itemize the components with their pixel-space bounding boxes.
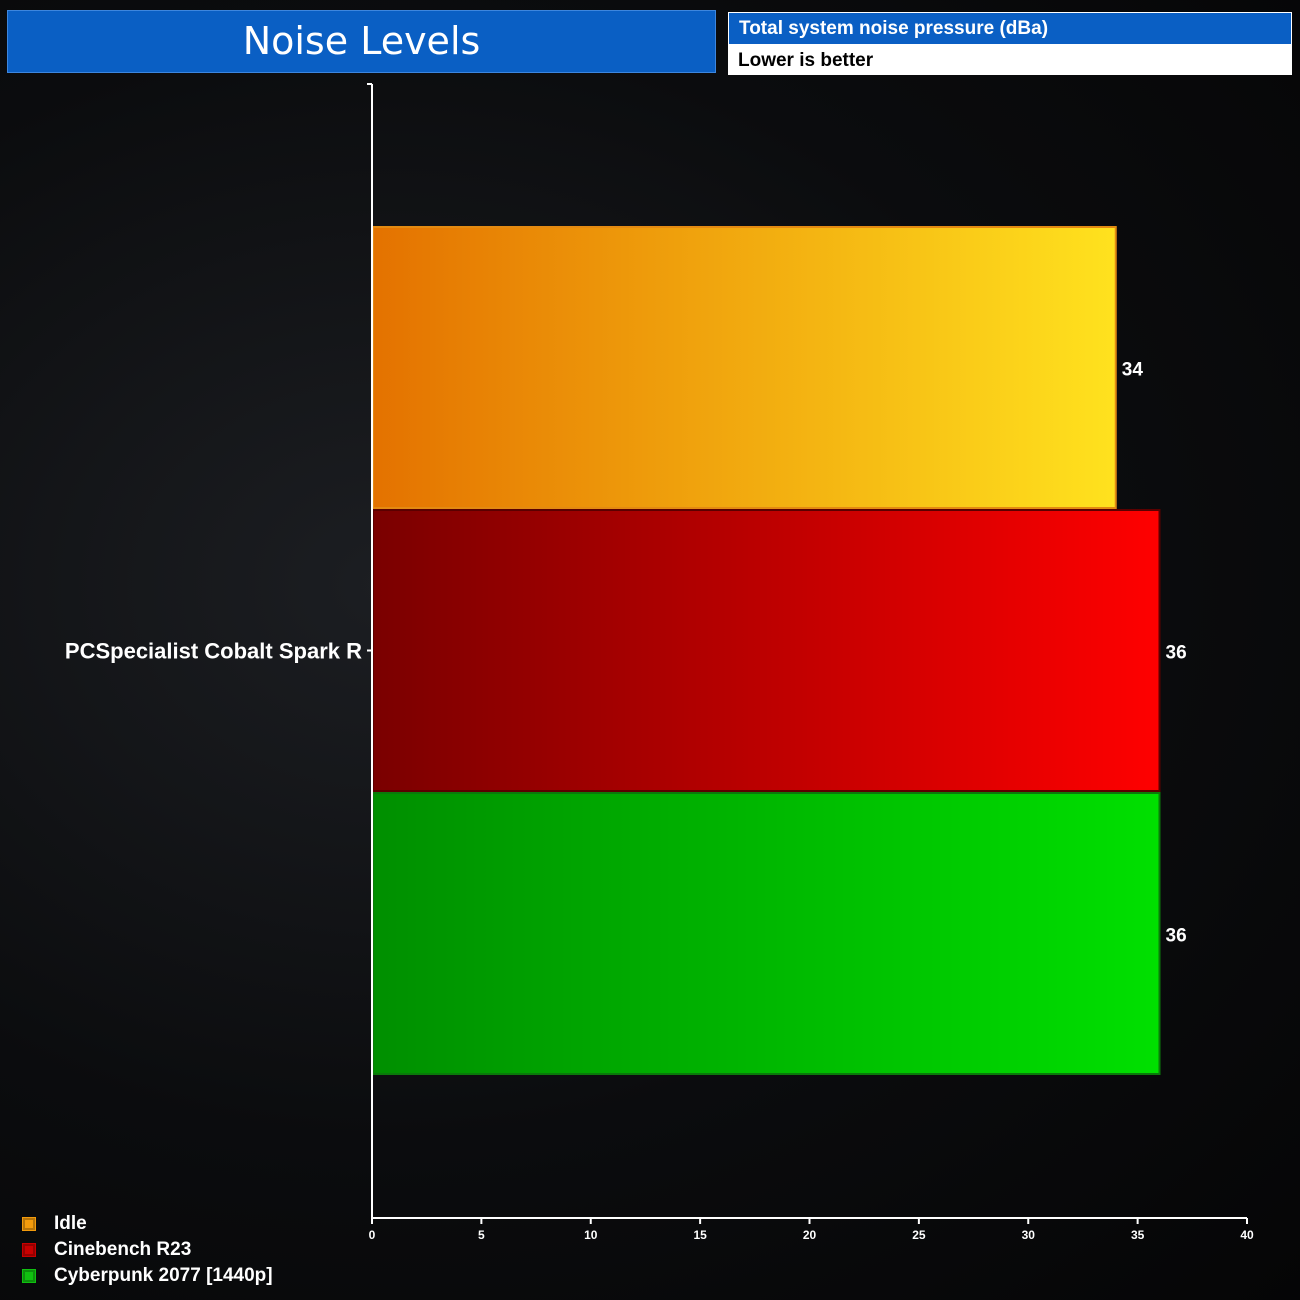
axes-group: [367, 83, 1248, 1224]
legend-swatch-cinebench: [22, 1243, 36, 1257]
x-tick-label: 20: [803, 1228, 817, 1242]
bar-cinebench-r23: [372, 509, 1161, 792]
data-label-2: 36: [1166, 926, 1187, 947]
x-tick-label: 15: [693, 1228, 707, 1242]
bars-group: [372, 226, 1161, 1075]
x-tick-label: 10: [584, 1228, 598, 1242]
legend-label-idle: Idle: [54, 1213, 87, 1234]
legend-label-cinebench: Cinebench R23: [54, 1239, 192, 1260]
data-label-0: 34: [1122, 360, 1144, 381]
legend-label-cyberpunk: Cyberpunk 2077 [1440p]: [54, 1265, 273, 1286]
chart-note: Lower is better: [728, 45, 1292, 75]
bar-idle: [372, 226, 1117, 509]
x-tick-label: 35: [1131, 1228, 1145, 1242]
x-tick-label: 40: [1240, 1228, 1254, 1242]
bar-cyberpunk-2077-1440p: [372, 792, 1161, 1075]
x-tick-label: 25: [912, 1228, 926, 1242]
x-tick-label: 5: [478, 1228, 485, 1242]
legend-swatch-cyberpunk: [22, 1269, 36, 1283]
labels-group: 34 36 36 0 5 10 15 20 25 30 35 40 PCSpecialist Cobal…: [65, 360, 1254, 1243]
legend-swatch-idle: [22, 1217, 36, 1231]
chart-title: Noise Levels: [7, 10, 716, 73]
x-tick-label: 0: [369, 1228, 376, 1242]
x-tick-label: 30: [1022, 1228, 1036, 1242]
chart-subtitle: Total system noise pressure (dBa): [728, 12, 1292, 45]
y-category-label: PCSpecialist Cobalt Spark R: [65, 639, 362, 664]
data-label-1: 36: [1166, 643, 1187, 664]
